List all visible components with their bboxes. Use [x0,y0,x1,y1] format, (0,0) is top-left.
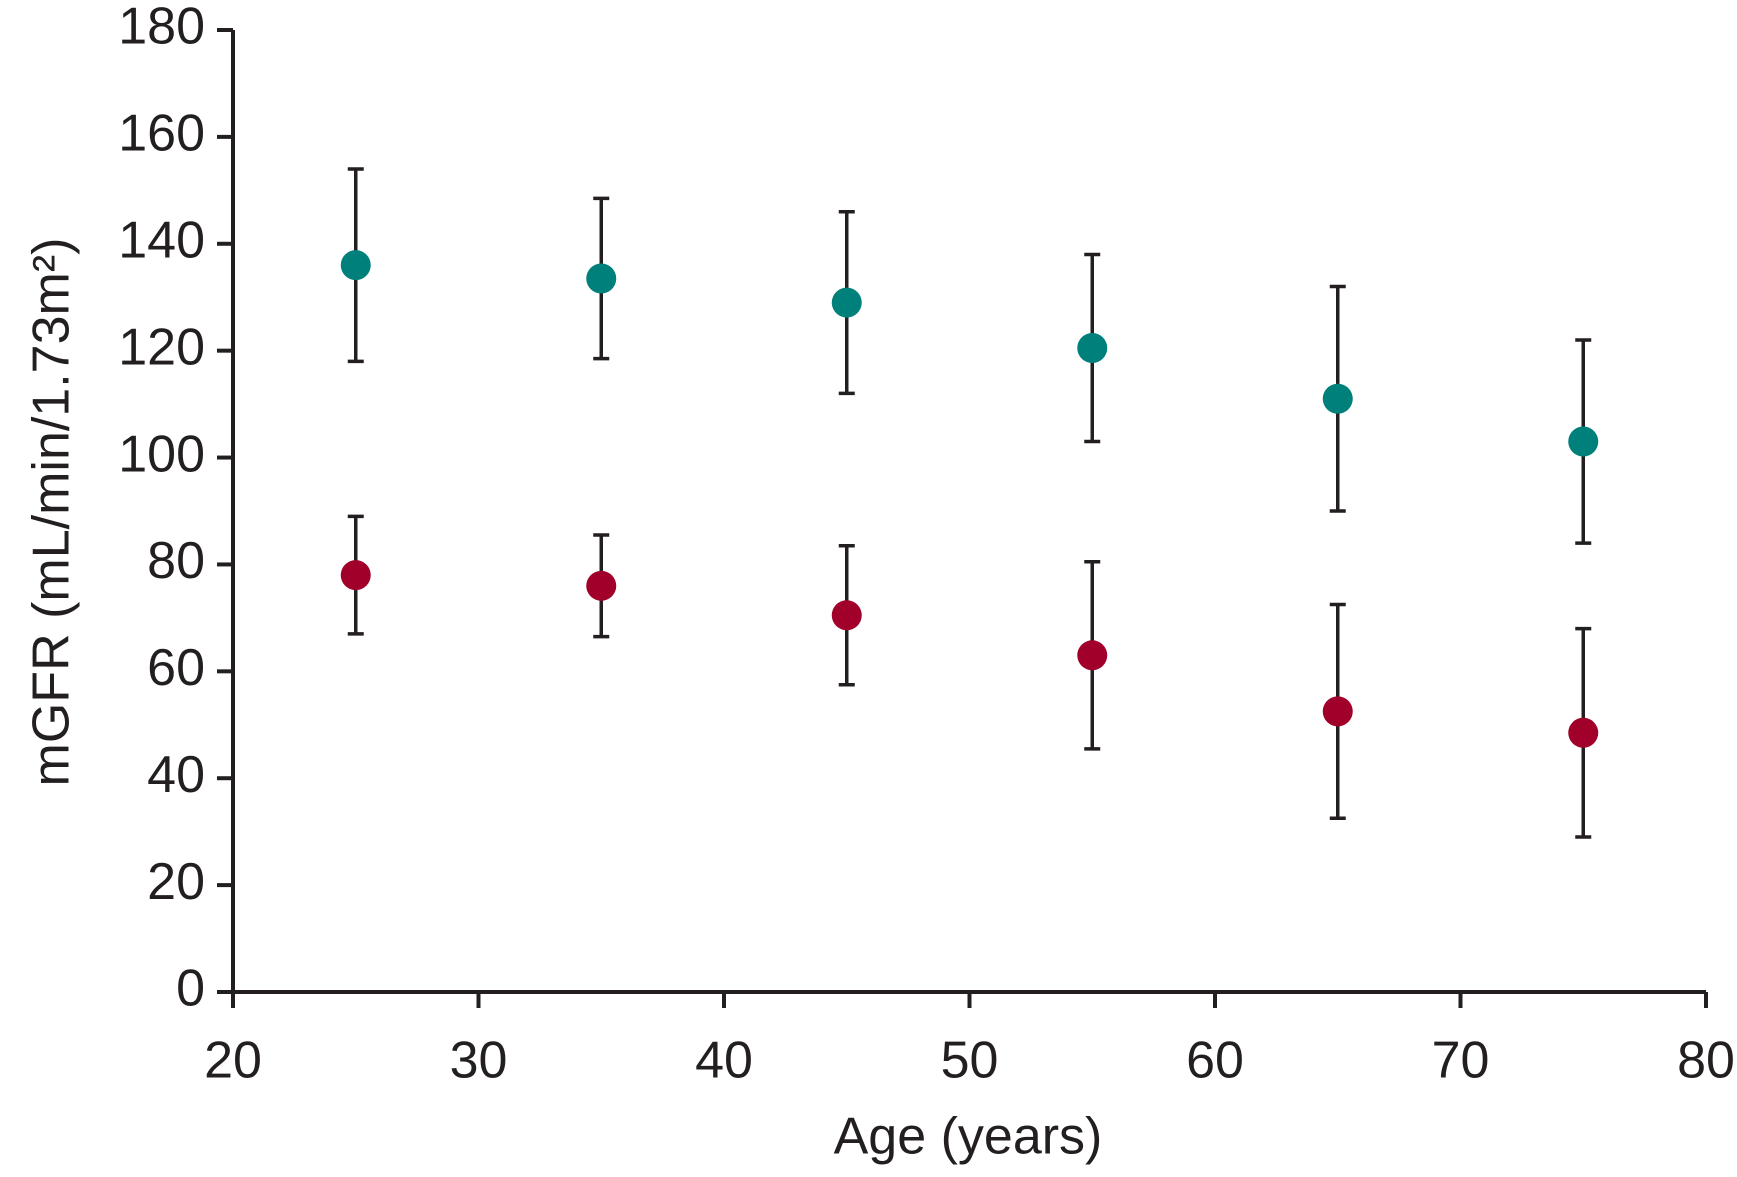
x-tick-label: 80 [1677,1032,1735,1090]
y-tick-label: 180 [118,0,205,56]
point [586,263,617,294]
y-tick-label: 60 [147,639,205,697]
point [1568,426,1599,457]
x-axis-label: Age (years) [834,1108,1103,1166]
y-tick-label: 120 [118,318,205,376]
x-tick-label: 70 [1432,1032,1490,1090]
x-tick-label: 30 [450,1032,508,1090]
point [340,250,371,281]
y-axis-label: mGFR (mL/min/1.73m²) [23,238,81,787]
y-tick-label: 0 [176,960,205,1018]
y-tick-label: 100 [118,425,205,483]
point [1568,717,1599,748]
point [1322,696,1353,727]
point [1077,640,1108,671]
x-tick-label: 40 [695,1032,753,1090]
point [1077,332,1108,363]
y-tick-label: 140 [118,212,205,270]
point [831,287,862,318]
y-tick-label: 80 [147,532,205,590]
y-tick-label: 20 [147,853,205,911]
point [586,570,617,601]
point [831,600,862,631]
point [340,560,371,591]
point [1322,383,1353,414]
y-tick-label: 40 [147,746,205,804]
x-tick-label: 20 [204,1032,262,1090]
y-tick-label: 160 [118,105,205,163]
x-tick-label: 60 [1186,1032,1244,1090]
x-tick-label: 50 [941,1032,999,1090]
